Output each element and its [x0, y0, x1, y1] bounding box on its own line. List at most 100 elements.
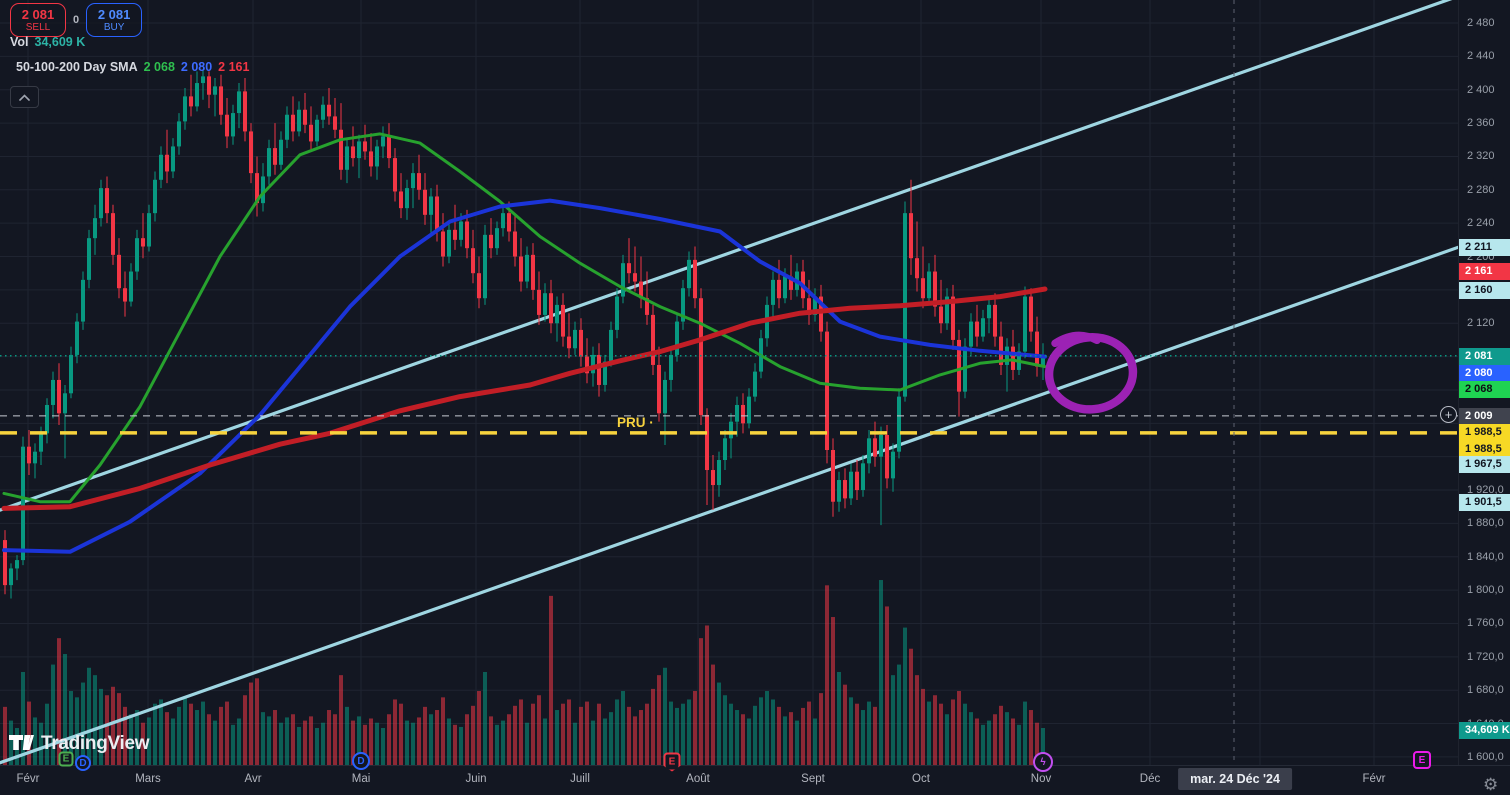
- volume-bar: [873, 706, 877, 765]
- volume-bar: [513, 705, 517, 765]
- volume-bar: [579, 706, 583, 765]
- candle-body: [123, 288, 127, 302]
- candle-body: [51, 379, 55, 405]
- volume-bar: [21, 671, 25, 765]
- volume-bar: [801, 707, 805, 765]
- earnings-marker-jul-icon[interactable]: E: [663, 752, 681, 772]
- candle-body: [729, 421, 733, 439]
- volume-bar: [933, 695, 937, 765]
- channel-lower[interactable]: [0, 245, 1458, 765]
- volume-bar: [297, 726, 301, 765]
- add-alert-plus-icon[interactable]: +: [1440, 406, 1457, 423]
- price-tick: 2 120: [1467, 317, 1495, 330]
- candle-body: [423, 189, 427, 215]
- volume-bar: [813, 718, 817, 765]
- candle-body: [99, 188, 103, 219]
- time-axis[interactable]: Févr Mars Avr Mai Juin Juill Août Sept Oct Nov Déc…: [0, 765, 1510, 795]
- dividend-marker-may-icon[interactable]: D: [352, 752, 370, 770]
- candle-body: [441, 231, 445, 257]
- candle-body: [783, 276, 787, 299]
- candle-body: [837, 480, 841, 502]
- volume-bar: [783, 716, 787, 765]
- volume-bar: [735, 710, 739, 765]
- volume-bar: [153, 703, 157, 765]
- candle-body: [873, 438, 877, 457]
- volume-bar: [531, 703, 535, 765]
- earnings-upcoming-marker-icon[interactable]: E: [1413, 751, 1431, 769]
- volume-indicator-row: Vol 34,609 K: [10, 35, 85, 49]
- buy-button[interactable]: 2 081 BUY: [86, 3, 143, 37]
- order-panel: 2 081 SELL 0 2 081 BUY: [10, 3, 143, 37]
- tradingview-logo[interactable]: TradingView: [8, 731, 150, 756]
- volume-bar: [747, 718, 751, 765]
- event-lightning-marker-icon[interactable]: ϟ: [1033, 752, 1053, 772]
- candle-body: [147, 213, 151, 247]
- candle-body: [561, 304, 565, 337]
- sma100-line[interactable]: [2, 198, 1047, 554]
- volume-bar: [315, 728, 319, 765]
- volume-bar: [759, 697, 763, 765]
- volume-bar: [705, 625, 709, 765]
- price-tick: 1 760,0: [1467, 617, 1504, 630]
- volume-bar: [711, 664, 715, 765]
- candle-body: [567, 336, 571, 349]
- gear-icon[interactable]: ⚙: [1483, 775, 1499, 794]
- candle-body: [495, 228, 499, 249]
- candle-body: [705, 414, 709, 471]
- volume-label: Vol: [10, 35, 29, 49]
- price-badge-sma100-value: 2 080: [1459, 364, 1510, 382]
- sell-button[interactable]: 2 081 SELL: [10, 3, 66, 37]
- candle-body: [969, 321, 973, 347]
- channel-upper[interactable]: [0, 0, 1458, 512]
- volume-bar: [837, 671, 841, 765]
- month-label: Févr: [1362, 773, 1386, 785]
- candle-body: [111, 213, 115, 255]
- candle-body: [669, 354, 673, 380]
- volume-bar: [753, 705, 757, 765]
- volume-bar: [987, 720, 991, 765]
- volume-bar: [1029, 710, 1033, 765]
- volume-bar: [555, 710, 559, 765]
- dividend-marker-feb-icon[interactable]: D: [75, 755, 91, 771]
- chart-canvas[interactable]: PRU ·: [0, 0, 1458, 765]
- volume-bar: [681, 703, 685, 765]
- pru-label: PRU ·: [617, 415, 654, 430]
- volume-bar: [189, 703, 193, 765]
- sell-price: 2 081: [21, 6, 55, 22]
- candle-body: [357, 141, 361, 159]
- volume-bar: [915, 675, 919, 765]
- candle-body: [339, 129, 343, 170]
- candle-body: [627, 263, 631, 274]
- sma200-line[interactable]: [1, 286, 1048, 511]
- candle-body: [771, 279, 775, 305]
- candle-body: [843, 480, 847, 499]
- volume-bar: [303, 720, 307, 765]
- volume-bar: [573, 722, 577, 765]
- buy-price: 2 081: [97, 6, 131, 22]
- candle-body: [435, 196, 439, 232]
- candle-body: [651, 314, 655, 365]
- candle-body: [639, 281, 643, 299]
- volume-bar: [27, 701, 31, 765]
- volume-bar: [975, 718, 979, 765]
- volume-bar: [741, 714, 745, 765]
- candle-body: [867, 438, 871, 464]
- sma50-line[interactable]: [2, 132, 1047, 504]
- chevron-up-icon: [19, 93, 30, 101]
- candle-body: [75, 321, 79, 355]
- candle-body: [711, 470, 715, 486]
- price-badge-sma200-value: 2 161: [1459, 262, 1510, 280]
- volume-bar: [771, 699, 775, 765]
- volume-bar: [537, 695, 541, 765]
- volume-bar: [81, 682, 85, 765]
- month-label: Août: [686, 773, 710, 785]
- candle-body: [255, 173, 259, 204]
- volume-bar: [423, 706, 427, 765]
- volume-bar: [69, 691, 73, 765]
- price-axis[interactable]: 2 480 2 440 2 400 2 360 2 320 2 280 2 240 2 200…: [1458, 0, 1510, 765]
- price-badge-volume-value: 34,609 K: [1459, 721, 1510, 739]
- candle-body: [213, 86, 217, 95]
- candle-body: [261, 176, 265, 204]
- collapse-indicators-button[interactable]: [10, 86, 39, 108]
- earnings-marker-feb-icon[interactable]: E: [58, 751, 74, 767]
